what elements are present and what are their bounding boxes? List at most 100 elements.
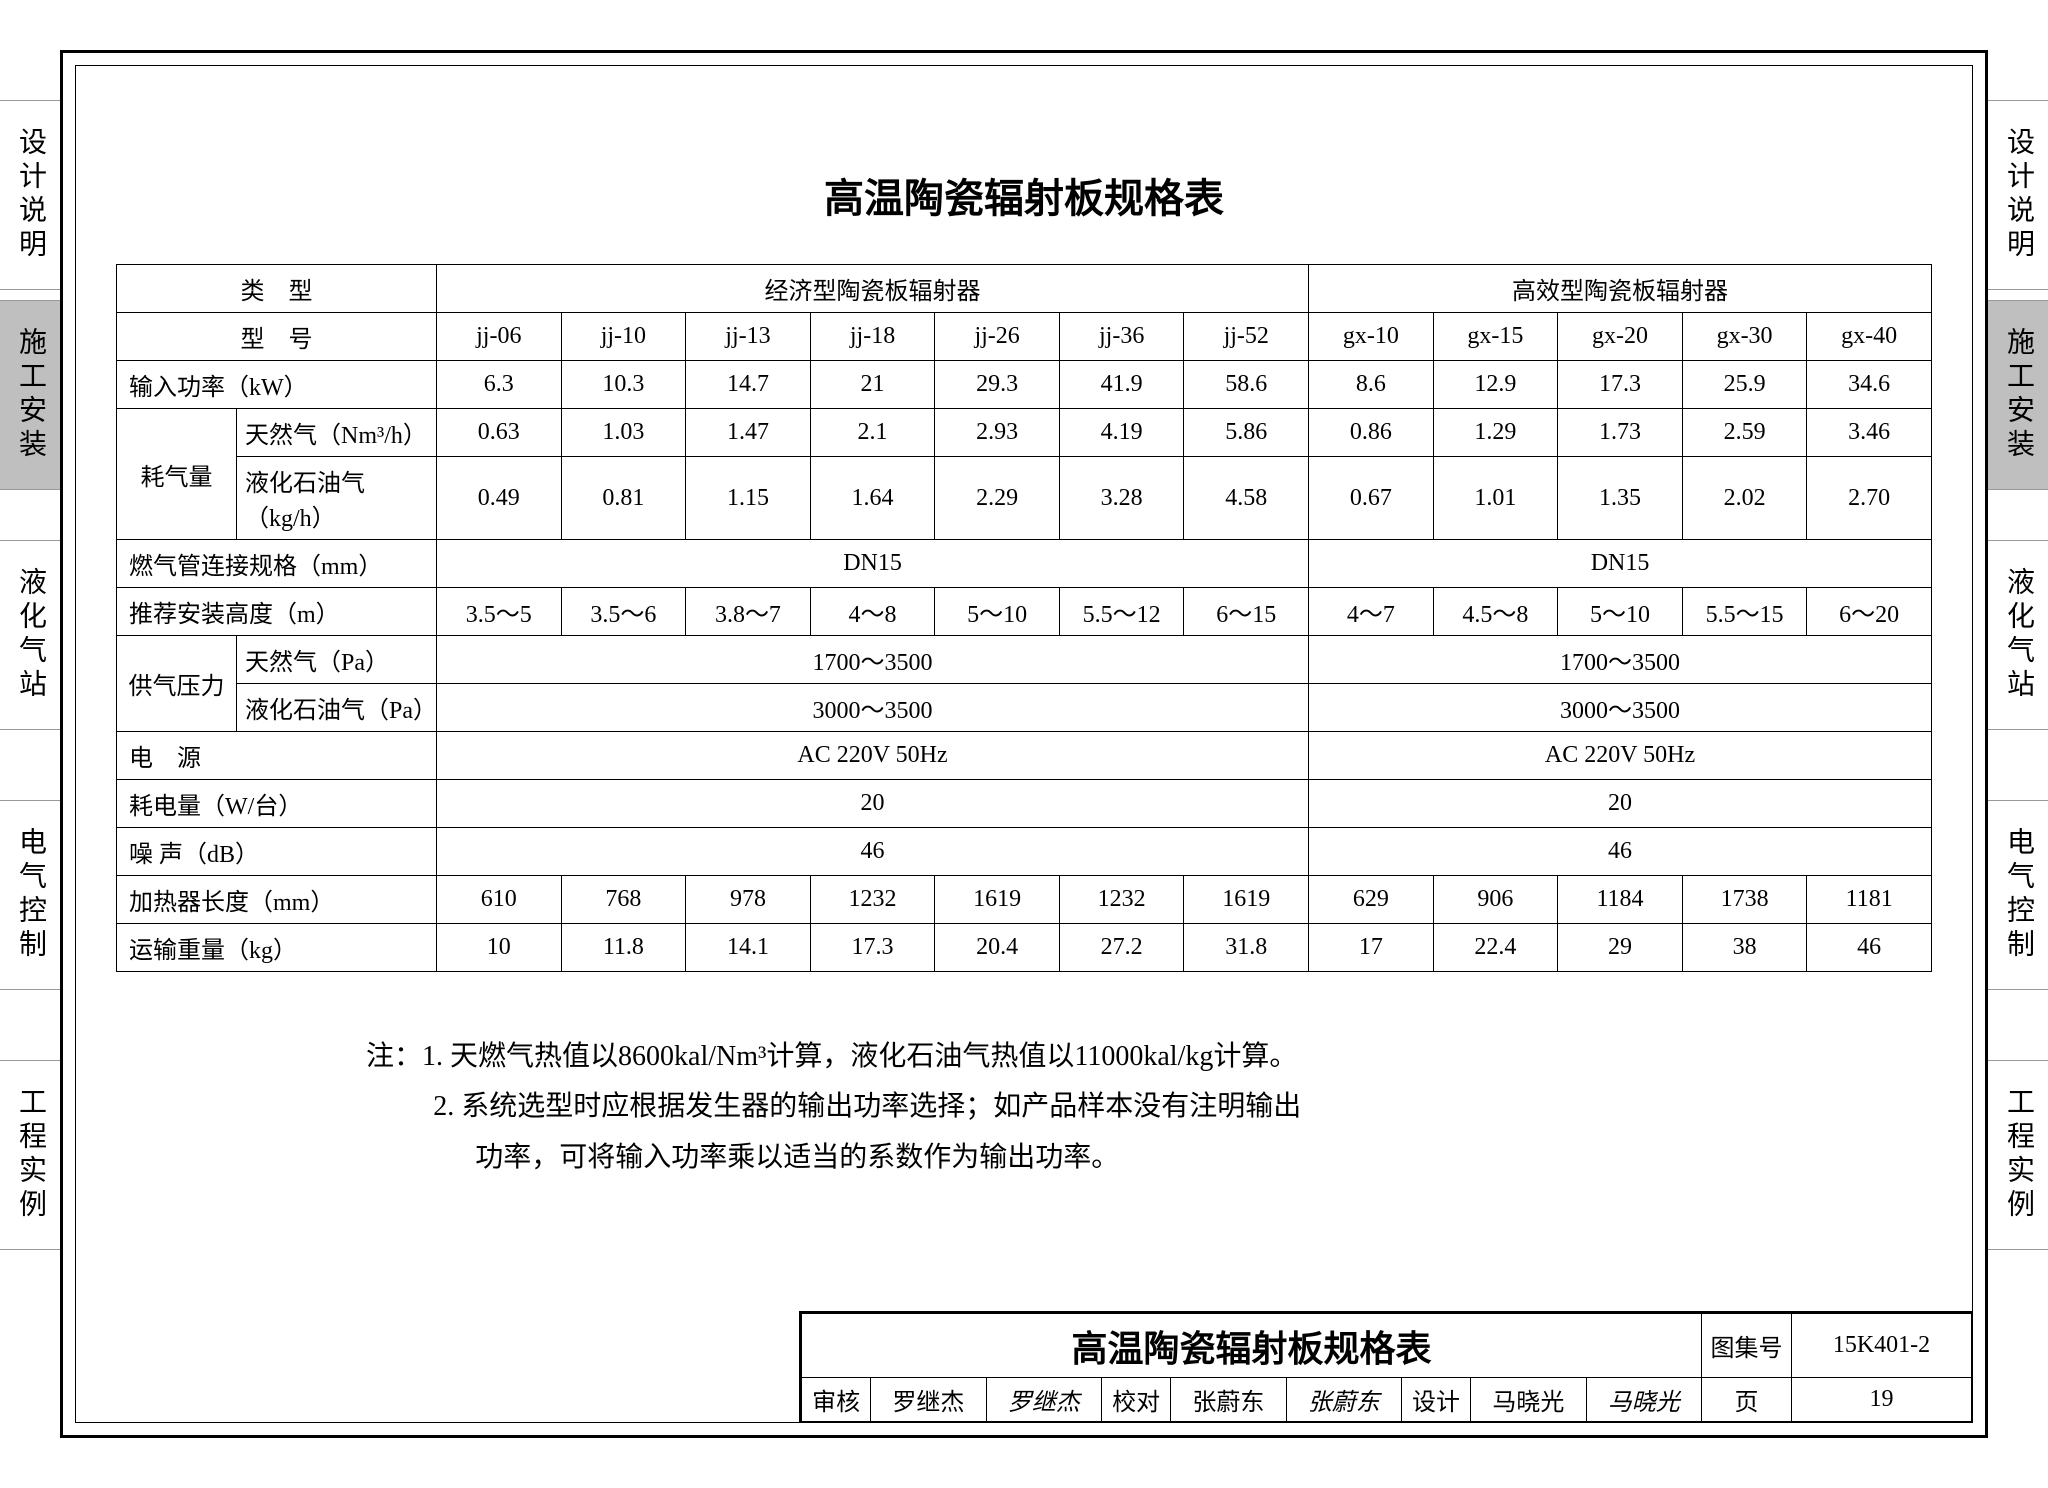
- cell: jj-06: [437, 313, 562, 361]
- cell: 2.1: [810, 409, 935, 457]
- cell: 2.70: [1807, 457, 1932, 540]
- cell: 1.15: [686, 457, 811, 540]
- cell: 5～10: [1558, 588, 1683, 636]
- tb-review-name: 罗继杰: [871, 1378, 986, 1422]
- cell: 1.01: [1433, 457, 1558, 540]
- cell: 46: [1309, 828, 1932, 876]
- row-gas-group: 耗气量: [117, 409, 237, 540]
- table-row: 燃气管连接规格（mm） DN15 DN15: [117, 540, 1932, 588]
- note-1: 1. 天燃气热值以8600kal/Nm³计算，液化石油气热值以11000kal/…: [422, 1041, 1297, 1072]
- cell: 46: [1807, 924, 1932, 972]
- cell: 14.1: [686, 924, 811, 972]
- tab-design-notes-r[interactable]: 设计说明: [1988, 100, 2048, 290]
- table-row: 运输重量（kg） 1011.814.117.320.427.231.8 1722…: [117, 924, 1932, 972]
- tab-examples[interactable]: 工程实例: [0, 1060, 60, 1250]
- cell: 610: [437, 876, 562, 924]
- cell: 22.4: [1433, 924, 1558, 972]
- cell: 20: [1309, 780, 1932, 828]
- cell: 1184: [1558, 876, 1683, 924]
- cell: 21: [810, 361, 935, 409]
- table-row: 型 号 jj-06 jj-10 jj-13 jj-18 jj-26 jj-36 …: [117, 313, 1932, 361]
- cell: 4.19: [1059, 409, 1184, 457]
- row-gas-lpg: 液化石油气（kg/h）: [237, 457, 437, 540]
- hdr-group-gx: 高效型陶瓷板辐射器: [1309, 265, 1932, 313]
- cell: 6～20: [1807, 588, 1932, 636]
- table-row: 耗气量 天然气（Nm³/h） 0.631.031.472.12.934.195.…: [117, 409, 1932, 457]
- cell: 1232: [1059, 876, 1184, 924]
- content-area: 高温陶瓷辐射板规格表 类 型 经济型陶瓷板辐射器 高效型陶瓷板辐射器 型 号 j…: [116, 106, 1932, 1183]
- table-row: 液化石油气（kg/h） 0.490.811.151.642.293.284.58…: [117, 457, 1932, 540]
- cell: 1.64: [810, 457, 935, 540]
- cell: 20.4: [935, 924, 1060, 972]
- cell: jj-13: [686, 313, 811, 361]
- cell: 41.9: [1059, 361, 1184, 409]
- table-row: 推荐安装高度（m） 3.5～53.5～63.8～74～85～105.5～126～…: [117, 588, 1932, 636]
- cell: 629: [1309, 876, 1434, 924]
- cell: 1.03: [561, 409, 686, 457]
- cell: DN15: [1309, 540, 1932, 588]
- cell: 1.29: [1433, 409, 1558, 457]
- tab-design-notes[interactable]: 设计说明: [0, 100, 60, 290]
- spec-table: 类 型 经济型陶瓷板辐射器 高效型陶瓷板辐射器 型 号 jj-06 jj-10 …: [116, 264, 1932, 972]
- tab-electrical[interactable]: 电气控制: [0, 800, 60, 990]
- row-press-lpg: 液化石油气（Pa）: [237, 684, 437, 732]
- cell: 5.5～12: [1059, 588, 1184, 636]
- table-row: 类 型 经济型陶瓷板辐射器 高效型陶瓷板辐射器: [117, 265, 1932, 313]
- cell: 3000～3500: [437, 684, 1309, 732]
- notes: 注：1. 天燃气热值以8600kal/Nm³计算，液化石油气热值以11000ka…: [366, 1032, 1932, 1183]
- drawing-frame-outer: 高温陶瓷辐射板规格表 类 型 经济型陶瓷板辐射器 高效型陶瓷板辐射器 型 号 j…: [60, 50, 1988, 1438]
- row-height: 推荐安装高度（m）: [117, 588, 437, 636]
- cell: 4.58: [1184, 457, 1309, 540]
- cell: 3.8～7: [686, 588, 811, 636]
- cell: 3000～3500: [1309, 684, 1932, 732]
- tab-electrical-r[interactable]: 电气控制: [1988, 800, 2048, 990]
- table-row: 输入功率（kW） 6.310.314.72129.341.958.6 8.612…: [117, 361, 1932, 409]
- cell: gx-40: [1807, 313, 1932, 361]
- row-noise: 噪 声（dB）: [117, 828, 437, 876]
- cell: 0.81: [561, 457, 686, 540]
- cell: 1181: [1807, 876, 1932, 924]
- cell: gx-10: [1309, 313, 1434, 361]
- cell: 978: [686, 876, 811, 924]
- cell: 1.47: [686, 409, 811, 457]
- cell: 3.5～6: [561, 588, 686, 636]
- tab-lpg-station[interactable]: 液化气站: [0, 540, 60, 730]
- hdr-model: 型 号: [117, 313, 437, 361]
- cell: 2.59: [1682, 409, 1807, 457]
- cell: 29.3: [935, 361, 1060, 409]
- cell: 1.73: [1558, 409, 1683, 457]
- tab-construction[interactable]: 施工安装: [0, 300, 60, 490]
- cell: 3.46: [1807, 409, 1932, 457]
- cell: 10: [437, 924, 562, 972]
- tab-construction-r[interactable]: 施工安装: [1988, 300, 2048, 490]
- tb-page-no: 19: [1792, 1378, 1972, 1422]
- cell: 46: [437, 828, 1309, 876]
- title-block: 高温陶瓷辐射板规格表图集号15K401-2审核罗继杰罗继杰校对张蔚东张蔚东设计马…: [799, 1311, 1972, 1422]
- cell: 17.3: [810, 924, 935, 972]
- cell: 0.49: [437, 457, 562, 540]
- tab-examples-r[interactable]: 工程实例: [1988, 1060, 2048, 1250]
- cell: 10.3: [561, 361, 686, 409]
- row-gas-ng: 天然气（Nm³/h）: [237, 409, 437, 457]
- cell: gx-20: [1558, 313, 1683, 361]
- cell: 12.9: [1433, 361, 1558, 409]
- table-row: 液化石油气（Pa） 3000～3500 3000～3500: [117, 684, 1932, 732]
- cell: 906: [1433, 876, 1558, 924]
- row-weight: 运输重量（kg）: [117, 924, 437, 972]
- cell: 3.28: [1059, 457, 1184, 540]
- cell: DN15: [437, 540, 1309, 588]
- side-tabs-right: 设计说明 施工安装 液化气站 电气控制 工程实例: [1988, 0, 2048, 1488]
- cell: 5～10: [935, 588, 1060, 636]
- tb-design-sig: 马晓光: [1586, 1378, 1701, 1422]
- cell: 0.67: [1309, 457, 1434, 540]
- cell: 2.93: [935, 409, 1060, 457]
- cell: 4.5～8: [1433, 588, 1558, 636]
- row-power-use: 耗电量（W/台）: [117, 780, 437, 828]
- table-row: 加热器长度（mm） 6107689781232161912321619 6299…: [117, 876, 1932, 924]
- cell: 1738: [1682, 876, 1807, 924]
- cell: 4～7: [1309, 588, 1434, 636]
- table-row: 噪 声（dB） 46 46: [117, 828, 1932, 876]
- tab-lpg-station-r[interactable]: 液化气站: [1988, 540, 2048, 730]
- cell: 5.86: [1184, 409, 1309, 457]
- cell: 4～8: [810, 588, 935, 636]
